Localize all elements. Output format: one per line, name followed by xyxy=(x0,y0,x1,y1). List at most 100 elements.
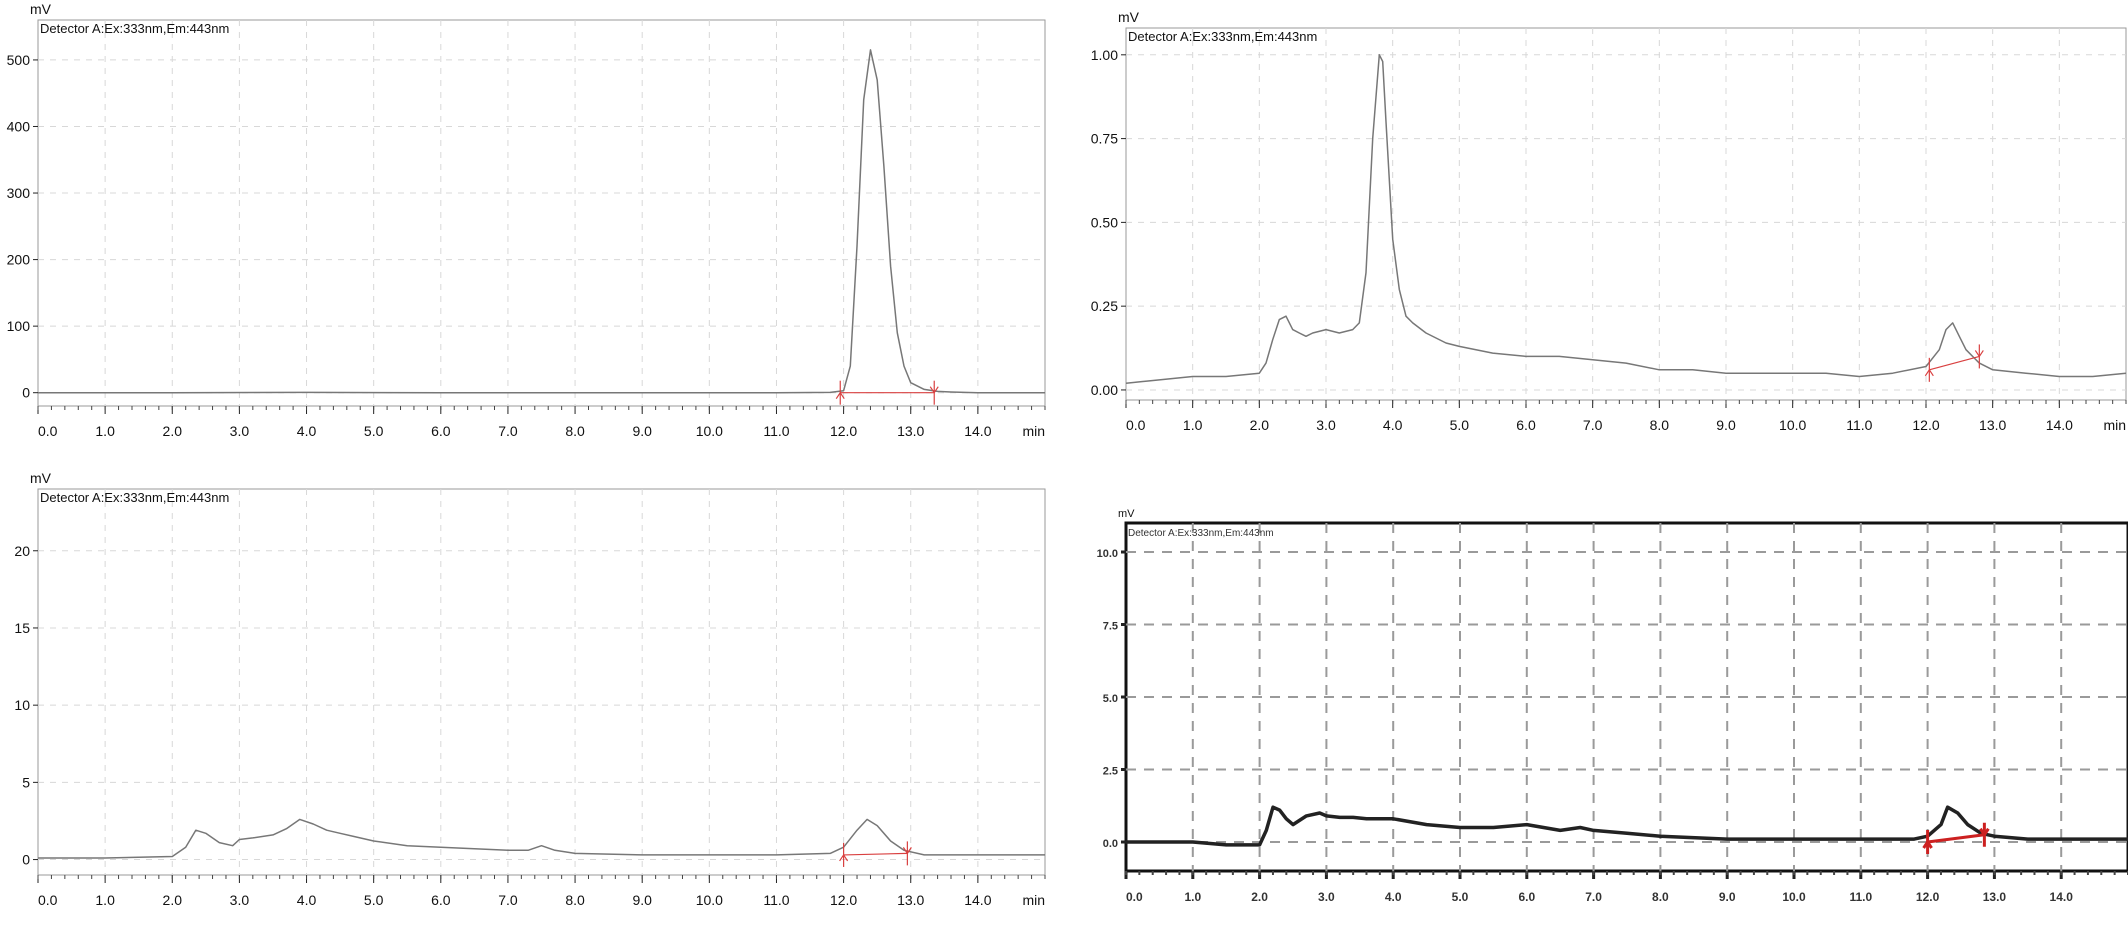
peak-start-marker xyxy=(835,380,845,405)
y-tick-label: 0 xyxy=(22,852,30,868)
y-tick-label: 0.50 xyxy=(1091,214,1118,230)
marker-arrow xyxy=(1974,350,1984,358)
x-tick-label: 13.0 xyxy=(897,423,924,439)
x-tick-label: 3.0 xyxy=(1316,417,1336,433)
chromatogram-trace xyxy=(38,49,1045,394)
marker-arrow xyxy=(839,853,849,862)
x-tick-label: 8.0 xyxy=(1652,890,1669,904)
y-axis-title: mV xyxy=(1118,9,1140,25)
x-tick-label: 8.0 xyxy=(565,423,585,439)
y-tick-label: 200 xyxy=(7,252,31,268)
x-tick-label: 9.0 xyxy=(1716,417,1736,433)
x-tick-label: 6.0 xyxy=(431,423,451,439)
x-tick-label: 10.0 xyxy=(1779,417,1806,433)
marker-arrow xyxy=(929,386,939,394)
x-tick-label: 12.0 xyxy=(1912,417,1939,433)
x-tick-label: 13.0 xyxy=(1983,890,2007,904)
x-tick-label: 2.0 xyxy=(1250,417,1270,433)
chart-svg-bottom-left: 0.0 1.0 2.0 3.0 4.0 5.0 6.0 7.0 8.0 9.0 10.0 11.0 12… xyxy=(14,470,1046,908)
x-tick-label: 9.0 xyxy=(1719,890,1736,904)
y-tick-label: 400 xyxy=(7,118,31,134)
x-tick-label: 3.0 xyxy=(230,892,250,908)
x-tick-label: 7.0 xyxy=(498,892,518,908)
y-tick-label: 0.00 xyxy=(1091,382,1118,398)
chromatogram-top-right: 0.0 1.0 2.0 3.0 4.0 5.0 6.0 7.0 8.0 9.0 10.0 11.0 12… xyxy=(1088,0,2128,466)
x-tick-label: 14.0 xyxy=(964,423,991,439)
x-tick-label: 13.0 xyxy=(897,892,924,908)
y-axis-title: mV xyxy=(30,1,52,17)
chromatogram-trace xyxy=(1126,805,2128,847)
x-tick-label: 4.0 xyxy=(297,423,317,439)
x-tick-label: 1.0 xyxy=(95,892,115,908)
x-tick-label: 7.0 xyxy=(1583,417,1603,433)
x-tick-label: 0.0 xyxy=(1126,890,1143,904)
y-tick-label: 0 xyxy=(22,385,30,401)
x-tick-label: 5.0 xyxy=(364,423,384,439)
y-tick-label: 2.5 xyxy=(1103,766,1118,778)
x-tick-label: 13.0 xyxy=(1979,417,2006,433)
chromatogram-trace xyxy=(38,818,1045,859)
x-tick-label: 6.0 xyxy=(1516,417,1536,433)
x-tick-label: 0.0 xyxy=(1126,417,1146,433)
x-tick-label: 1.0 xyxy=(95,423,115,439)
plot-frame xyxy=(1125,27,2127,401)
y-tick-label: 0.0 xyxy=(1103,838,1118,850)
x-axis-title: min xyxy=(2103,417,2126,433)
x-tick-label: 7.0 xyxy=(1585,890,1602,904)
x-tick-label: 1.0 xyxy=(1184,890,1201,904)
y-tick-label: 0.25 xyxy=(1091,298,1118,314)
y-axis-title: mV xyxy=(1118,508,1135,520)
x-tick-label: 4.0 xyxy=(1385,890,1402,904)
x-axis-title: min xyxy=(1022,892,1045,908)
x-tick-label: 11.0 xyxy=(1849,890,1872,904)
x-tick-label: 10.0 xyxy=(1782,890,1806,904)
peak-start-marker xyxy=(1922,830,1933,854)
x-tick-label: 9.0 xyxy=(632,423,652,439)
peak-end-marker xyxy=(929,380,939,405)
plot-frame xyxy=(37,19,1046,407)
marker-arrow xyxy=(1924,368,1934,377)
x-tick-label: 2.0 xyxy=(163,423,183,439)
peak-baseline xyxy=(843,852,908,856)
y-tick-label: 10.0 xyxy=(1097,548,1118,560)
chromatogram-bottom-right: 0.0 1.0 2.0 3.0 4.0 5.0 6.0 7.0 8.0 9.0 10.0 11.0 12… xyxy=(1088,466,2128,933)
detector-legend: Detector A:Ex:333nm,Em:443nm xyxy=(40,21,229,36)
y-tick-label: 1.00 xyxy=(1091,47,1118,63)
x-tick-label: 8.0 xyxy=(1650,417,1670,433)
x-tick-label: 5.0 xyxy=(1452,890,1469,904)
x-tick-label: 12.0 xyxy=(1916,890,1940,904)
x-tick-label: 4.0 xyxy=(1383,417,1403,433)
peak-end-marker xyxy=(902,841,912,866)
x-tick-label: 11.0 xyxy=(763,892,789,908)
peak-start-marker xyxy=(1924,357,1934,382)
chromatogram-bottom-left: 0.0 1.0 2.0 3.0 4.0 5.0 6.0 7.0 8.0 9.0 10.0 11.0 12… xyxy=(0,466,1060,933)
x-tick-label: 4.0 xyxy=(297,892,317,908)
y-tick-label: 300 xyxy=(7,185,31,201)
detector-legend: Detector A:Ex:333nm,Em:443nm xyxy=(1128,29,1317,44)
x-tick-label: 7.0 xyxy=(498,423,518,439)
x-tick-label: 11.0 xyxy=(1846,417,1872,433)
x-tick-label: 2.0 xyxy=(163,892,183,908)
detector-legend: Detector A:Ex:333nm,Em:443nm xyxy=(1128,528,1274,539)
peak-baseline xyxy=(1929,355,1980,371)
chart-svg-top-right: 0.0 1.0 2.0 3.0 4.0 5.0 6.0 7.0 8.0 9.0 10.0 11.0 12… xyxy=(1091,9,2127,433)
x-tick-label: 14.0 xyxy=(2046,417,2073,433)
x-tick-label: 3.0 xyxy=(1318,890,1335,904)
x-tick-label: 14.0 xyxy=(2050,890,2074,904)
y-tick-label: 5 xyxy=(22,774,30,790)
plot-frame xyxy=(37,488,1046,876)
y-tick-label: 10 xyxy=(14,697,30,713)
x-tick-label: 14.0 xyxy=(964,892,991,908)
y-tick-label: 5.0 xyxy=(1103,693,1118,705)
x-tick-label: 10.0 xyxy=(696,423,723,439)
detector-legend: Detector A:Ex:333nm,Em:443nm xyxy=(40,490,229,505)
x-tick-label: 6.0 xyxy=(1518,890,1535,904)
x-tick-label: 5.0 xyxy=(1450,417,1470,433)
y-tick-label: 0.75 xyxy=(1091,131,1118,147)
chromatogram-top-left: 0.0 1.0 2.0 3.0 4.0 5.0 6.0 7.0 8.0 9.0 10.0 11.0 12… xyxy=(0,0,1060,466)
marker-arrow xyxy=(902,847,912,855)
x-tick-label: 1.0 xyxy=(1183,417,1203,433)
x-tick-label: 12.0 xyxy=(830,423,857,439)
x-tick-label: 2.0 xyxy=(1251,890,1268,904)
marker-arrow xyxy=(1922,839,1933,849)
